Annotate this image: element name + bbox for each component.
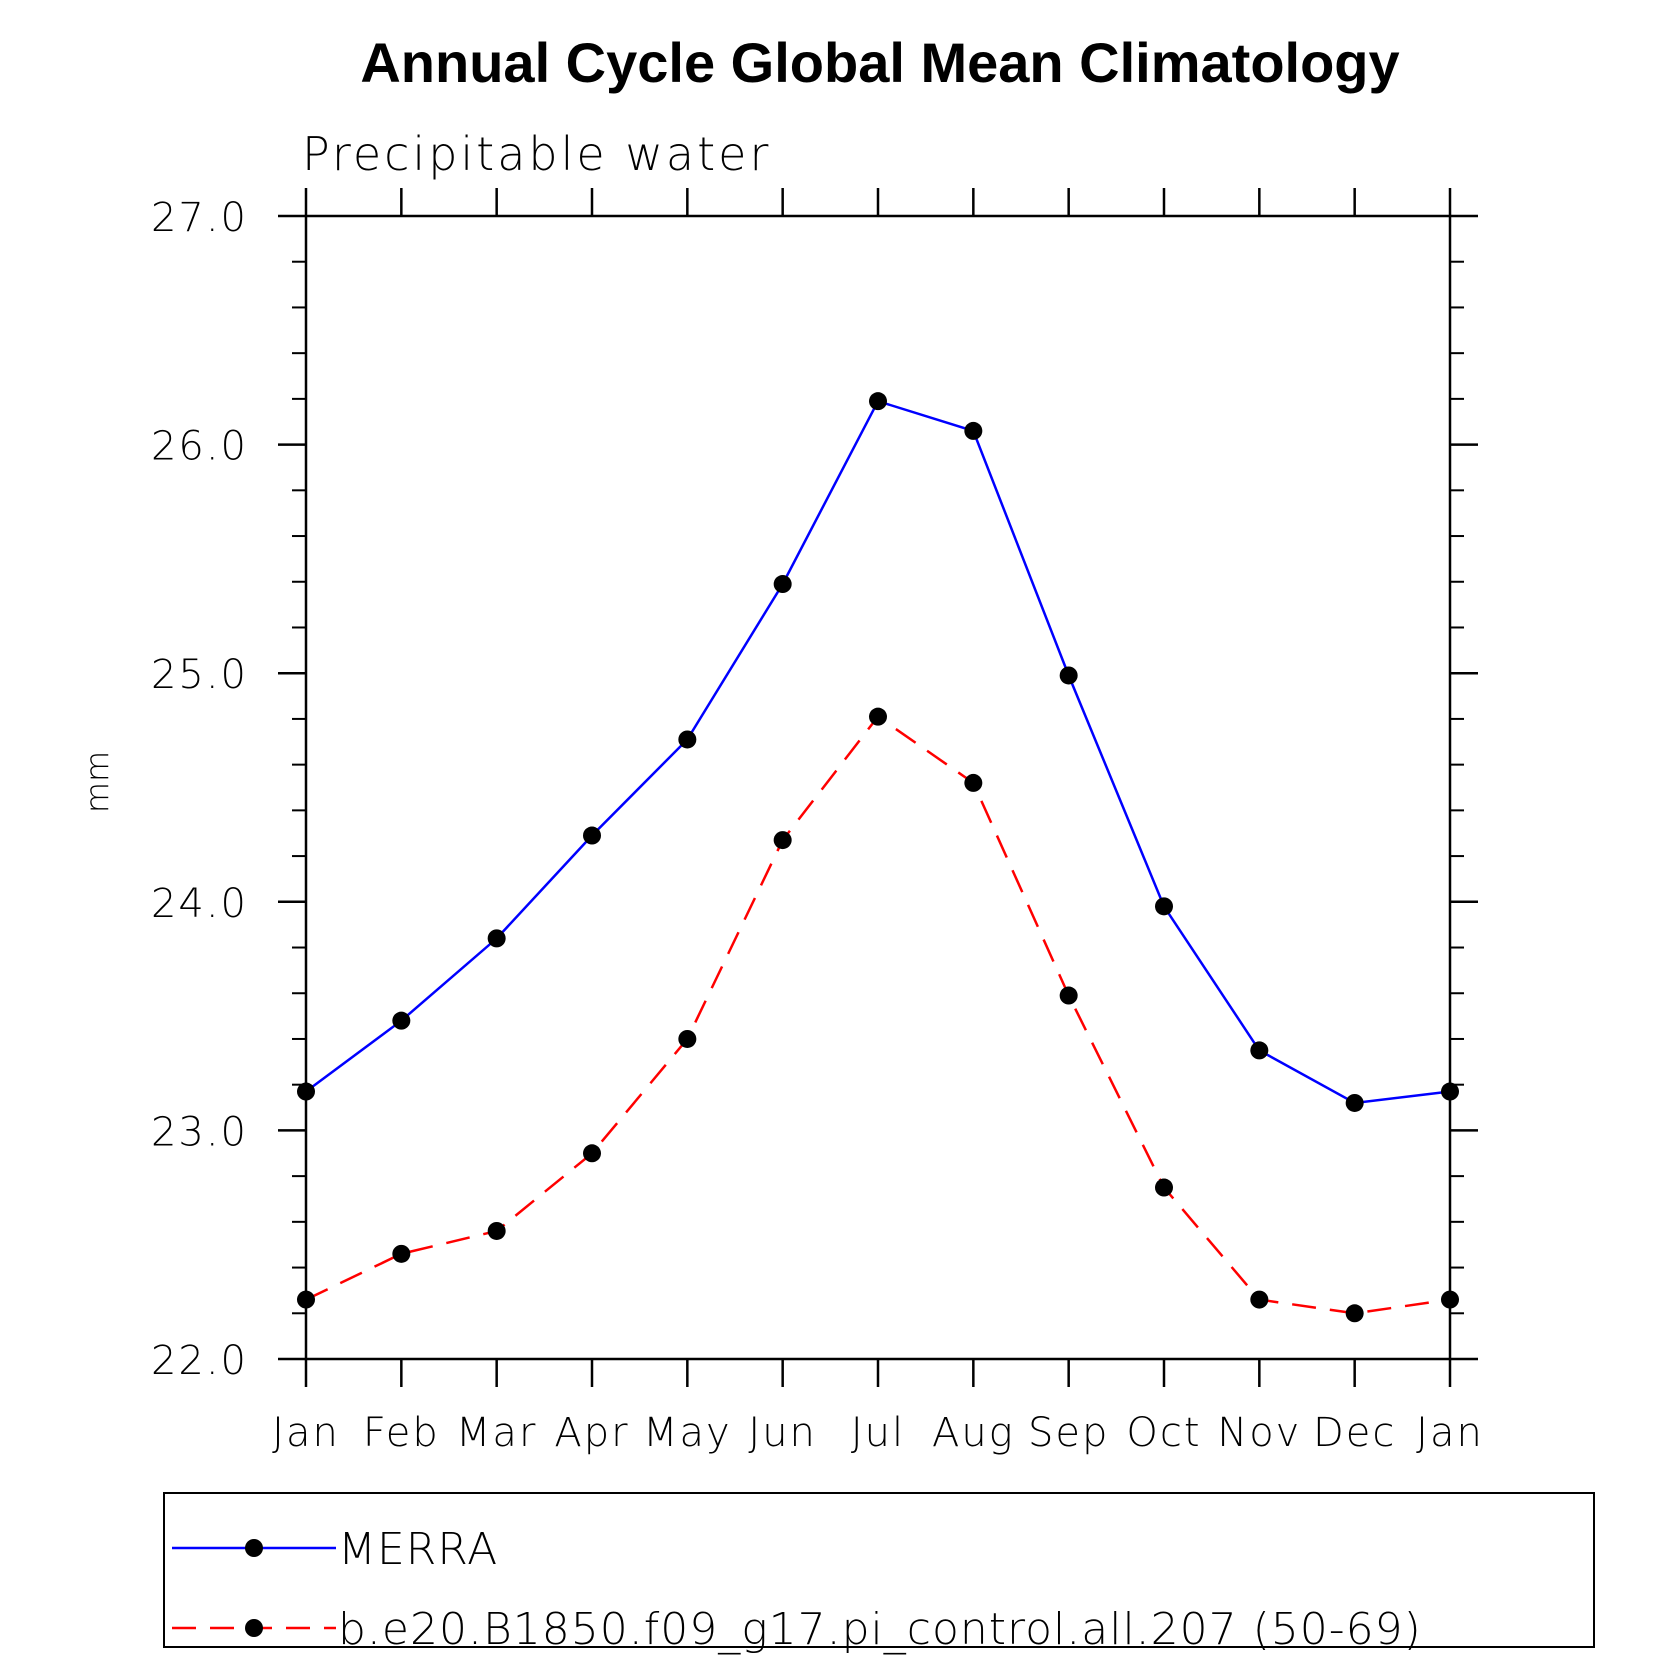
legend-box <box>163 1492 1595 1648</box>
data-point <box>1250 1290 1269 1309</box>
x-tick-label: Sep <box>1028 1410 1109 1456</box>
data-point <box>1059 666 1078 685</box>
legend-item: MERRA <box>172 1524 498 1575</box>
data-point <box>1059 986 1078 1005</box>
data-point <box>1345 1304 1364 1323</box>
data-point <box>964 421 983 440</box>
x-tick-label: Jun <box>748 1410 817 1456</box>
data-point <box>678 730 697 749</box>
legend-marker <box>245 1539 263 1557</box>
x-tick-label: Nov <box>1217 1410 1301 1456</box>
data-point <box>392 1244 411 1263</box>
data-point <box>773 575 792 594</box>
x-tick-label: Dec <box>1313 1410 1396 1456</box>
x-tick-label: Aug <box>932 1410 1015 1456</box>
series-line <box>305 714 1451 1315</box>
y-tick-label: 27.0 <box>151 195 248 241</box>
x-tick-label: Jul <box>851 1410 905 1456</box>
data-point <box>392 1011 411 1030</box>
y-tick-label: 26.0 <box>151 424 248 470</box>
x-tick-label: Jan <box>1416 1410 1484 1456</box>
y-axis-label: mm <box>78 751 116 813</box>
x-tick-label: Mar <box>456 1410 537 1456</box>
legend-item: b.e20.B1850.f09_g17.pi_control.all.207 (… <box>172 1604 1422 1655</box>
chart-subtitle: Precipitable water <box>302 127 771 181</box>
plot-frame <box>304 214 1452 1361</box>
y-tick-label: 22.0 <box>151 1338 248 1384</box>
x-tick-label: Feb <box>363 1410 440 1456</box>
legend: MERRA b.e20.B1850.f09_g17.pi_control.all.… <box>163 1492 1595 1655</box>
x-tick-label: Oct <box>1126 1410 1201 1456</box>
data-point <box>487 1221 506 1240</box>
x-tick-label: Jan <box>272 1410 340 1456</box>
data-point <box>1155 897 1173 916</box>
chart-title: Annual Cycle Global Mean Climatology <box>360 31 1399 94</box>
legend-items: MERRA b.e20.B1850.f09_g17.pi_control.all.… <box>172 1524 1422 1655</box>
legend-label: MERRA <box>338 1524 498 1575</box>
data-point <box>869 707 887 726</box>
data-point <box>1345 1093 1364 1112</box>
legend-label: b.e20.B1850.f09_g17.pi_control.all.207 (… <box>338 1604 1422 1655</box>
data-point <box>583 826 601 845</box>
axis-ticks <box>278 188 1478 1387</box>
legend-marker <box>245 1619 263 1637</box>
series-2 <box>297 707 1459 1323</box>
data-point <box>1155 1178 1173 1197</box>
data-point <box>964 773 983 792</box>
x-tick-label: May <box>643 1410 732 1456</box>
y-tick-labels: 22.0 23.0 24.0 25.0 26.0 27.0 <box>151 195 248 1384</box>
y-tick-label: 23.0 <box>151 1109 248 1155</box>
x-tick-label: Apr <box>554 1410 629 1456</box>
series-line <box>305 399 1451 1105</box>
series-layer <box>297 392 1459 1323</box>
y-tick-label: 25.0 <box>151 652 248 698</box>
x-tick-labels: Jan Feb Mar Apr May Jun Jul Aug Sep Oct Nov Dec Jan <box>272 1410 1484 1456</box>
data-point <box>1250 1041 1269 1060</box>
data-point <box>773 831 792 850</box>
y-tick-label: 24.0 <box>151 881 248 927</box>
data-point <box>678 1029 697 1048</box>
data-point <box>583 1144 601 1163</box>
data-point <box>869 392 887 411</box>
series-1 <box>297 392 1459 1112</box>
data-point <box>487 929 506 948</box>
